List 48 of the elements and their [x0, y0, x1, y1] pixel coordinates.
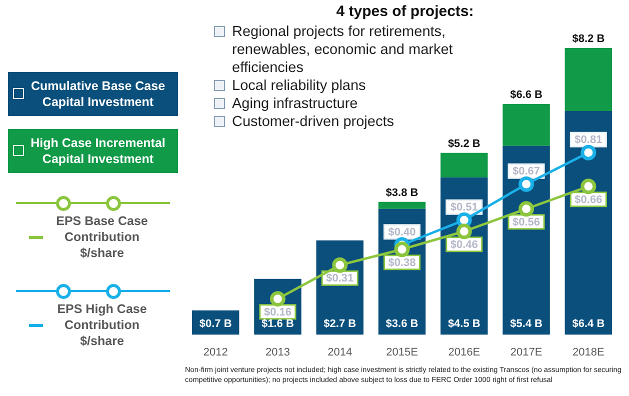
annotation: Regional projects for retirements, renewables, economic and market efficiencies	[232, 24, 453, 76]
data-label: $0.56	[512, 216, 540, 228]
x-tick-label: 2017E	[510, 346, 542, 358]
bar	[378, 202, 426, 209]
legend-label: EPS High Case Contribution $/share	[56, 301, 148, 349]
annotation: Local reliability plans	[232, 78, 366, 94]
bar	[440, 152, 488, 178]
data-label: $0.16	[264, 306, 292, 318]
legend-label: High Case Incremental Capital Investment	[30, 135, 166, 167]
total-label: $5.2 B	[448, 138, 480, 150]
x-tick-label: 2013	[265, 346, 290, 358]
point	[580, 178, 596, 194]
data-label: $5.4 B	[510, 318, 543, 330]
data-label: $6.4 B	[572, 318, 605, 330]
x-tick-label: 2012	[203, 346, 228, 358]
data-label: $0.38	[388, 256, 416, 269]
data-label: $0.7 B	[199, 318, 232, 330]
point	[518, 201, 534, 217]
x-tick-label: 2018E	[572, 346, 604, 358]
data-label: $4.5 B	[448, 318, 480, 330]
data-label: $0.46	[450, 238, 478, 251]
point	[518, 176, 534, 192]
point	[456, 224, 472, 240]
bar	[502, 104, 550, 146]
data-label: $1.6 B	[262, 318, 294, 330]
annotation: Customer-driven projects	[232, 114, 394, 130]
total-label: $8.2 B	[572, 33, 605, 46]
total-label: $3.8 B	[386, 186, 418, 199]
data-label: $0.67	[512, 166, 540, 178]
x-tick-label: 2014	[328, 346, 352, 358]
x-tick-label: 2016E	[448, 346, 480, 358]
point	[332, 257, 348, 273]
data-label: $0.66	[574, 194, 602, 206]
chart-title: 4 types of projects:	[335, 3, 475, 20]
legend-label: Cumulative Base Case Capital Investment	[30, 78, 166, 110]
data-label: $0.40	[388, 226, 416, 238]
annotation: Aging infrastructure	[232, 96, 358, 112]
bar	[564, 48, 612, 111]
legend-label: EPS Base Case Contribution $/share	[55, 213, 149, 261]
data-label: $0.31	[326, 272, 354, 285]
data-label: $0.51	[450, 202, 478, 214]
total-label: $6.6 B	[510, 88, 543, 101]
data-label: $0.81	[574, 134, 602, 146]
x-tick-label: 2015E	[386, 346, 418, 358]
data-label: $3.6 B	[386, 318, 418, 330]
data-label: $2.7 B	[324, 318, 356, 330]
point	[580, 144, 596, 160]
point	[394, 242, 410, 258]
